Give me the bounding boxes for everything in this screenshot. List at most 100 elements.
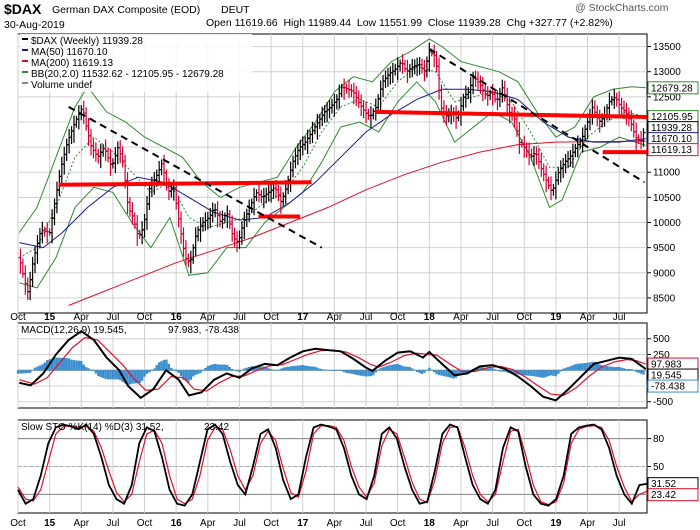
macd-histogram-bar: [377, 369, 380, 371]
x-tick-label-price: 19: [550, 312, 562, 323]
x-tick-label-price: Jul: [360, 312, 373, 323]
macd-histogram-bar: [415, 370, 419, 372]
macd-histogram-bar: [104, 370, 107, 379]
macd-histogram-bar: [430, 369, 433, 371]
macd-histogram-bar: [223, 364, 227, 371]
macd-histogram-bar: [445, 370, 448, 377]
macd-histogram-bar: [265, 367, 268, 371]
macd-histogram-bar: [564, 367, 567, 371]
ma200-line: [68, 140, 646, 306]
macd-histogram-bar: [498, 370, 502, 372]
close-label: Close: [427, 17, 455, 29]
x-tick-label-sto: 18: [424, 518, 436, 529]
low-value: 11551.99: [379, 17, 423, 29]
macd-histogram-bar: [87, 368, 90, 371]
macd-histogram-bar: [530, 370, 533, 376]
x-tick-label-price: 17: [297, 312, 309, 323]
x-tick-label-price: Oct: [516, 312, 532, 323]
macd-histogram-bar: [620, 367, 623, 371]
macd-histogram-bar: [106, 370, 110, 380]
macd-histogram-bar: [362, 370, 365, 377]
macd-histogram-bar: [109, 370, 112, 380]
macd-histogram-bar: [36, 366, 39, 371]
macd-histogram-bar: [184, 370, 188, 382]
quote-date: 30-Aug-2019: [4, 19, 65, 31]
macd-histogram-bar: [330, 370, 334, 371]
price-legend-text: MA(200) 11619.13: [31, 58, 114, 69]
macd-histogram-bar: [561, 368, 565, 371]
macd-histogram-bar: [28, 370, 32, 373]
x-tick-label-sto: Apr: [73, 518, 89, 529]
x-tick-label-price: Jul: [233, 312, 246, 323]
macd-histogram-bar: [46, 360, 49, 371]
macd-histogram-bar: [574, 364, 577, 371]
macd-histogram-bar: [26, 370, 29, 374]
macd-histogram-bar: [627, 369, 631, 371]
x-tick-label-sto: 19: [550, 518, 562, 529]
macd-histogram-bar: [63, 357, 66, 371]
x-tick-label-price: Apr: [453, 312, 469, 323]
macd-histogram-bar: [84, 367, 88, 371]
macd-histogram-bar: [603, 365, 606, 371]
bb-lower-line: [19, 81, 646, 289]
value-flag-price: [647, 143, 699, 157]
macd-histogram-bar: [286, 366, 290, 371]
open-label: Open: [206, 17, 232, 29]
y-tick-label-sto: 80: [653, 434, 665, 445]
high-label: High: [283, 17, 306, 29]
macd-histogram-bar: [321, 369, 324, 371]
macd-histogram-bar: [583, 363, 587, 371]
macd-histogram-bar: [89, 369, 93, 371]
macd-histogram-bar: [296, 365, 300, 371]
macd-histogram-bar: [406, 366, 409, 371]
macd-histogram-bar: [126, 370, 129, 385]
x-tick-label-price: Apr: [327, 312, 343, 323]
macd-histogram-bar: [38, 365, 42, 371]
macd-histogram-bar: [221, 364, 224, 371]
macd-histogram-bar: [65, 358, 68, 371]
macd-histogram-bar: [145, 370, 149, 374]
macd-histogram-bar: [613, 367, 616, 371]
x-tick-label-sto: Jul: [613, 518, 626, 529]
macd-histogram-bar: [192, 370, 195, 377]
macd-histogram-bar: [571, 365, 575, 371]
x-tick-label-price: Apr: [200, 312, 216, 323]
macd-histogram-bar: [299, 365, 302, 371]
macd-histogram-bar: [557, 370, 560, 374]
macd-histogram-bar: [364, 370, 368, 377]
macd-histogram-bar: [311, 366, 314, 371]
macd-histogram-bar: [374, 370, 377, 373]
macd-histogram-bar: [367, 370, 370, 377]
macd-histogram-bar: [157, 362, 161, 371]
macd-histogram-bar: [318, 368, 321, 371]
macd-histogram-bar: [600, 365, 604, 371]
x-tick-label-price: Oct: [137, 312, 153, 323]
x-tick-label-price: Oct: [390, 312, 406, 323]
macd-histogram-bar: [637, 370, 640, 373]
price-legend-text: MA(50) 11670.10: [31, 47, 108, 58]
macd-histogram-bar: [442, 370, 446, 377]
macd-histogram-bar: [301, 365, 304, 371]
price-legend-swatch: [22, 49, 28, 51]
macd-histogram-bar: [333, 370, 336, 371]
x-tick-label-price: Oct: [263, 312, 279, 323]
macd-histogram-bar: [608, 366, 611, 371]
macd-histogram-bar: [279, 368, 283, 371]
value-flag-text-price: 11619.13: [651, 145, 692, 156]
macd-histogram-bar: [140, 370, 144, 381]
x-tick-label-price: Jul: [107, 312, 120, 323]
macd-line: [19, 329, 647, 402]
x-tick-label-sto: Oct: [137, 518, 153, 529]
value-flag-text-price: 11670.10: [651, 134, 692, 145]
sto-d-line: [17, 424, 648, 506]
x-tick-label-price: 18: [424, 312, 436, 323]
x-tick-label-price: Jul: [613, 312, 626, 323]
macd-histogram-bar: [418, 370, 421, 373]
sto-legend-d: 23.42: [204, 422, 229, 433]
price-legend-text: $DAX (Weekly) 11939.28: [31, 36, 143, 47]
macd-histogram-bar: [128, 370, 132, 385]
y-tick-label-price: 10500: [653, 193, 681, 204]
macd-histogram-bar: [493, 369, 497, 371]
macd-histogram-bar: [245, 367, 248, 371]
macd-histogram-bar: [615, 366, 618, 371]
